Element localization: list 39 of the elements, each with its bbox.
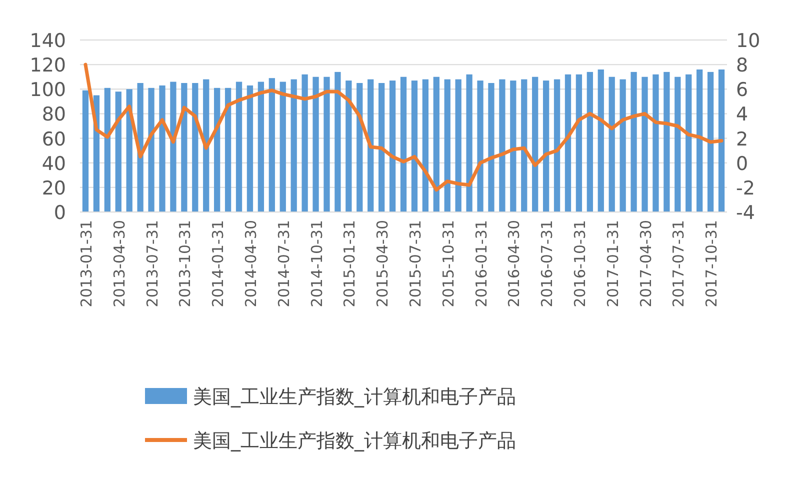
x-tick-label: 2016-10-31	[570, 220, 589, 308]
x-tick-label: 2016-01-31	[472, 220, 490, 308]
y-tick-label: 120	[30, 54, 66, 77]
y2-tick-label: 2	[736, 128, 748, 150]
x-tick-label: 2013-10-31	[176, 220, 194, 308]
x-tick-label: 2015-04-30	[374, 220, 392, 308]
x-tick-label: 2016-04-30	[505, 220, 524, 308]
y2-tick-label: -4	[736, 202, 755, 224]
x-tick-label: 2015-07-31	[406, 220, 424, 308]
x-tick-label: 2017-07-31	[670, 220, 688, 308]
y-tick-label: 100	[30, 79, 66, 102]
x-tick-label: 2013-07-31	[143, 220, 162, 308]
x-tick-label: 2015-01-31	[340, 220, 359, 308]
x-tick-label: 2017-10-31	[702, 220, 721, 308]
y-tick-label: 0	[54, 202, 66, 224]
y-tick-label: 80	[42, 104, 66, 126]
y2-tick-label: -2	[736, 177, 755, 200]
y2-tick-label: 10	[736, 30, 760, 52]
y-tick-label: 140	[30, 30, 66, 52]
x-tick-label: 2017-01-31	[604, 220, 622, 308]
y2-tick-label: 4	[736, 104, 748, 126]
x-tick-label: 2017-04-30	[636, 220, 655, 308]
x-tick-label: 2014-04-30	[242, 220, 260, 308]
y-tick-label: 60	[42, 128, 66, 150]
y2-tick-label: 6	[736, 79, 748, 102]
x-tick-label: 2014-07-31	[274, 220, 293, 308]
legend-label: 美国_工业生产指数_计算机和电子产品	[193, 430, 516, 452]
x-tick-label: 2013-01-31	[77, 220, 96, 308]
x-tick-label: 2016-07-31	[538, 220, 556, 308]
y2-tick-label: 0	[736, 152, 748, 175]
legend-label: 美国_工业生产指数_计算机和电子产品	[193, 386, 516, 408]
line-series	[84, 62, 724, 192]
y2-tick-label: 8	[736, 54, 748, 77]
x-tick-label: 2015-10-31	[439, 220, 458, 308]
x-tick-label: 2013-04-30	[110, 220, 128, 308]
x-tick-label: 2014-01-31	[209, 220, 228, 308]
x-tick-label: 2014-10-31	[308, 220, 326, 308]
y-tick-label: 20	[42, 177, 66, 200]
y-tick-label: 40	[42, 152, 66, 175]
